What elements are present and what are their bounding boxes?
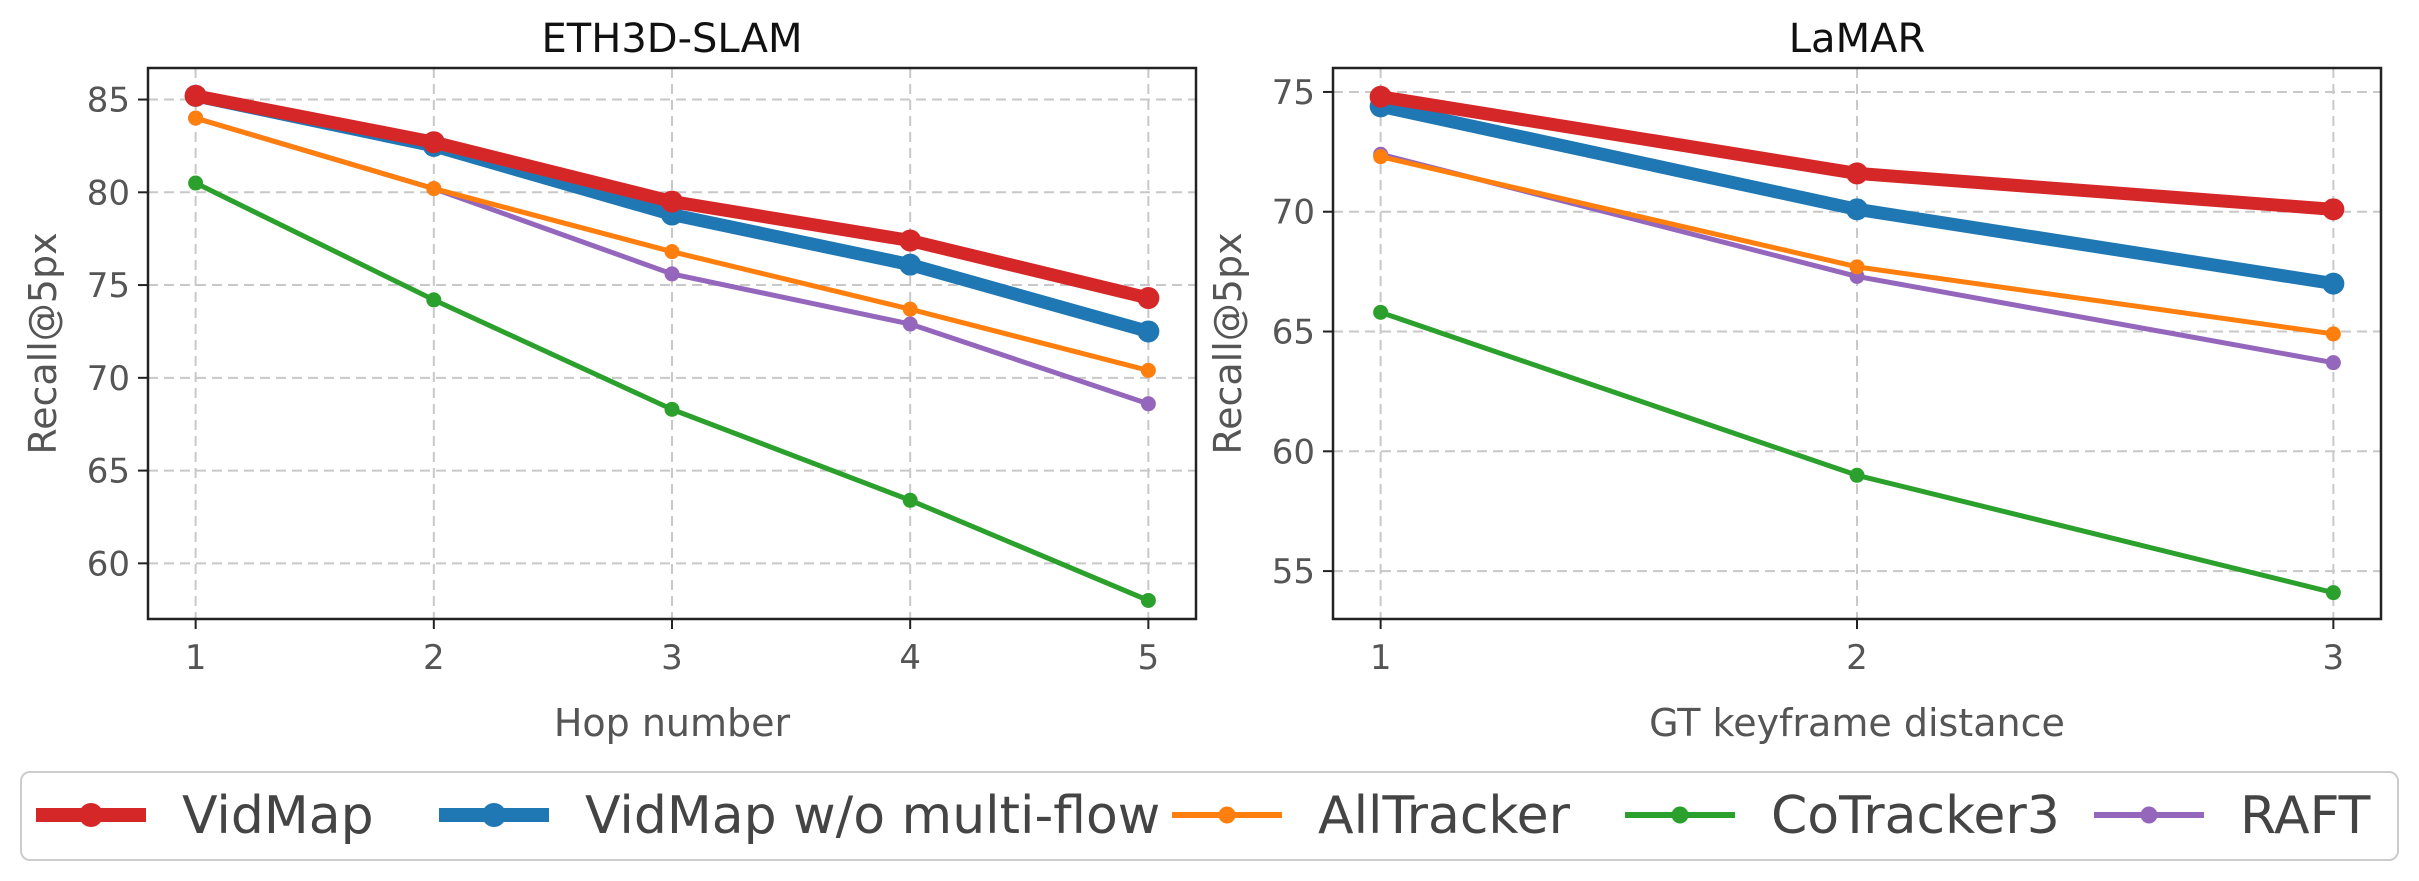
chart-title: LaMAR — [1789, 16, 1925, 62]
series-vidmap — [184, 84, 1160, 310]
data-point-cotracker3 — [1373, 304, 1389, 320]
data-point-cotracker3 — [902, 492, 918, 508]
series-alltracker — [1373, 149, 2341, 342]
data-point-alltracker — [426, 181, 442, 197]
legend-item-raft: RAFT — [2094, 786, 2371, 846]
y-tick-label: 80 — [87, 173, 130, 213]
series-cotracker3 — [188, 175, 1156, 608]
x-axis-label: GT keyframe distance — [1649, 701, 2065, 745]
data-point-vidmap — [1369, 85, 1392, 108]
data-point-cotracker3 — [2325, 585, 2341, 601]
series-vidmap-w-o-multi-flow — [1369, 95, 2345, 295]
y-tick-label: 60 — [87, 544, 130, 584]
data-point-alltracker — [188, 110, 204, 126]
legend-items: VidMap VidMap w/o multi-flow AllTracker CoT… — [36, 786, 2371, 846]
legend-item-vidmap: VidMap — [36, 786, 374, 846]
x-tick-label: 5 — [1138, 638, 1160, 678]
data-point-alltracker — [2325, 326, 2341, 342]
data-point-vidmap-w-o-multi-flow — [2322, 272, 2345, 295]
data-point-cotracker3 — [664, 401, 680, 417]
data-point-vidmap-w-o-multi-flow — [1846, 198, 1868, 221]
y-tick-label: 85 — [87, 81, 130, 121]
data-point-cotracker3 — [426, 292, 442, 308]
chart-eth3d-slam: 1 2 3 4 5 60 65 70 75 80 85 ETH3D-SLAM Hop number Rec… — [21, 16, 1198, 745]
y-axis-label: Recall@5px — [21, 232, 65, 454]
x-tick-label: 3 — [661, 638, 683, 678]
data-point-alltracker — [902, 301, 918, 317]
legend-swatch-marker — [2140, 806, 2158, 824]
legend-item-alltracker: AllTracker — [1172, 786, 1571, 846]
data-point-raft — [664, 266, 680, 282]
legend: VidMap VidMap w/o multi-flow AllTracker CoT… — [20, 771, 2399, 861]
x-tick-label: 2 — [423, 638, 445, 678]
data-point-vidmap — [899, 229, 922, 252]
data-point-vidmap — [1137, 287, 1160, 310]
y-tick-label: 75 — [87, 266, 130, 306]
chart-title: ETH3D-SLAM — [542, 16, 803, 62]
data-point-alltracker — [1140, 362, 1156, 378]
data-point-alltracker — [664, 244, 680, 260]
legend-label: RAFT — [2240, 786, 2371, 846]
data-point-vidmap — [661, 190, 683, 213]
x-tick-label: 3 — [2323, 638, 2345, 678]
data-point-vidmap-w-o-multi-flow — [899, 253, 922, 276]
y-tick-label: 70 — [87, 359, 130, 399]
y-tick-label: 65 — [1272, 313, 1315, 353]
legend-swatch-marker — [79, 803, 103, 827]
legend-label: AllTracker — [1318, 786, 1571, 846]
legend-swatch-marker — [482, 803, 506, 827]
data-point-vidmap — [1846, 162, 1868, 185]
data-point-cotracker3 — [1140, 592, 1156, 608]
series-vidmap — [1369, 85, 2345, 221]
y-tick-label: 55 — [1272, 552, 1315, 592]
y-tick-label: 70 — [1272, 193, 1315, 233]
data-point-cotracker3 — [188, 175, 204, 191]
data-point-vidmap — [2322, 198, 2345, 221]
data-point-cotracker3 — [1849, 467, 1865, 483]
data-point-alltracker — [1373, 149, 1389, 165]
y-tick-label: 65 — [87, 452, 130, 492]
data-point-raft — [902, 316, 918, 332]
data-point-vidmap — [184, 84, 207, 107]
legend-label: VidMap w/o multi-flow — [585, 786, 1160, 846]
data-point-vidmap — [422, 131, 445, 154]
data-point-alltracker — [1849, 259, 1865, 275]
charts-group: 1 2 3 4 5 60 65 70 75 80 85 ETH3D-SLAM Hop number Rec… — [21, 16, 2383, 745]
legend-swatch-marker — [1218, 806, 1236, 824]
chart-lamar: 1 2 3 55 60 65 70 75 LaMAR GT keyframe distance Re… — [1206, 16, 2383, 745]
y-tick-label: 60 — [1272, 432, 1315, 472]
x-tick-label: 1 — [185, 638, 207, 678]
series-alltracker — [188, 110, 1156, 378]
y-tick-label: 75 — [1272, 73, 1315, 113]
data-point-raft — [1140, 396, 1156, 412]
x-tick-label: 2 — [1846, 638, 1868, 678]
legend-label: CoTracker3 — [1771, 786, 2060, 846]
series-cotracker3 — [1373, 304, 2341, 601]
legend-swatch-marker — [1671, 806, 1689, 824]
x-tick-label: 1 — [1370, 638, 1392, 678]
legend-item-vidmap-w-o-multi-flow: VidMap w/o multi-flow — [439, 786, 1160, 846]
legend-item-cotracker3: CoTracker3 — [1625, 786, 2060, 846]
legend-label: VidMap — [182, 786, 374, 846]
x-axis-label: Hop number — [554, 701, 791, 745]
x-tick-label: 4 — [899, 638, 921, 678]
data-point-vidmap-w-o-multi-flow — [1137, 320, 1160, 343]
y-axis-label: Recall@5px — [1206, 232, 1250, 454]
data-point-raft — [2325, 355, 2341, 371]
